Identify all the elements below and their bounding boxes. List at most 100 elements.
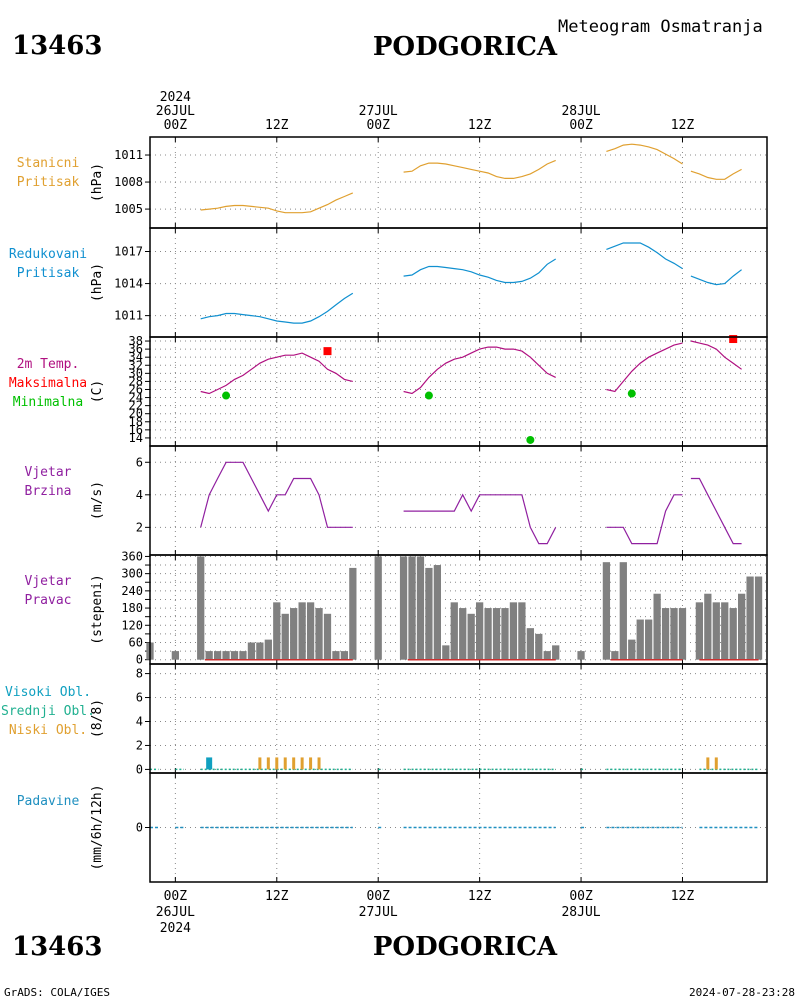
series-line: [403, 346, 556, 395]
panel-label-line: Brzina: [25, 484, 72, 499]
series-line: [403, 258, 557, 284]
y-tick-label: 8: [136, 667, 143, 681]
meteogram-subtitle: Meteogram Osmatranja: [558, 17, 763, 37]
y-tick-label: 180: [121, 601, 143, 615]
series-line: [200, 292, 354, 324]
wind-direction-bar: [467, 613, 475, 660]
y-tick-label: 14: [129, 431, 143, 445]
bottom-time-label: 26JUL: [156, 905, 195, 920]
series-line: [606, 143, 683, 165]
wind-direction-bar: [552, 645, 560, 660]
tmin-marker: [222, 391, 231, 400]
y-tick-label: 28: [129, 374, 143, 388]
y-tick-label: 30: [129, 366, 143, 380]
low-cloud-bar: [714, 757, 718, 770]
wind-direction-bar: [171, 651, 179, 660]
y-axis-label: (8/8): [90, 699, 105, 738]
y-tick-label: 1011: [114, 148, 143, 162]
y-tick-label: 32: [129, 358, 143, 372]
low-cloud-bar: [275, 757, 279, 770]
series-line: [690, 168, 742, 180]
series-line: [606, 342, 683, 393]
top-time-label: 26JUL: [156, 104, 195, 119]
y-tick-label: 4: [136, 714, 143, 728]
series-line: [690, 269, 742, 286]
wind-direction-bar: [315, 608, 323, 660]
wind-direction-bar: [501, 608, 509, 660]
wind-direction-bar: [416, 556, 425, 660]
y-tick-label: 0: [136, 762, 143, 776]
y-tick-label: 16: [129, 423, 143, 437]
wind-direction-bar: [484, 608, 492, 660]
wind-direction-bar: [459, 608, 467, 660]
bottom-time-label: 28JUL: [561, 905, 600, 920]
wind-direction-bar: [323, 613, 332, 660]
y-tick-label: 2: [136, 520, 143, 534]
wind-direction-bar: [746, 576, 754, 660]
wind-direction-bar: [670, 608, 678, 660]
wind-direction-bar: [281, 613, 289, 660]
panel-label-line: Pravac: [25, 593, 72, 608]
wind-direction-bar: [619, 562, 627, 660]
wind-direction-bar: [425, 567, 433, 660]
station-name-top: PODGORICA: [373, 32, 558, 62]
tmax-marker: [323, 347, 332, 356]
bottom-time-label: 12Z: [671, 889, 695, 904]
wind-direction-bar: [239, 651, 247, 660]
y-tick-label: 38: [129, 334, 143, 348]
y-axis-label: (C): [90, 380, 105, 403]
wind-direction-bar: [543, 651, 551, 660]
wind-direction-bar: [492, 608, 501, 660]
panel-frame: [149, 136, 768, 229]
series-line: [403, 159, 556, 179]
y-tick-label: 0: [136, 653, 143, 667]
wind-direction-bar: [653, 593, 661, 660]
panel-frame: [149, 772, 768, 883]
wind-direction-bar: [636, 619, 644, 660]
panel-label-line: Redukovani: [9, 247, 87, 262]
wind-direction-bar: [442, 645, 450, 660]
panel-label-line: Maksimalna: [9, 376, 87, 391]
panel-label-line: Visoki Obl.: [5, 685, 91, 700]
wind-direction-bar: [518, 602, 526, 660]
wind-direction-bar: [197, 556, 205, 660]
wind-direction-bar: [509, 602, 518, 660]
wind-direction-bar: [704, 593, 712, 660]
tmin-marker: [627, 389, 636, 398]
wind-direction-bar: [256, 642, 264, 660]
station-name-bottom: PODGORICA: [373, 932, 558, 962]
wind-direction-bar: [222, 651, 230, 660]
y-tick-label: 1011: [114, 309, 143, 323]
series-line: [200, 192, 354, 214]
wind-direction-bar: [273, 602, 281, 660]
low-cloud-bar: [266, 757, 270, 770]
tmin-marker: [526, 435, 535, 444]
y-tick-label: 1008: [114, 175, 143, 189]
bottom-time-label: 2024: [160, 921, 191, 936]
wind-direction-bar: [475, 602, 484, 660]
top-time-label: 27JUL: [359, 104, 398, 119]
wind-direction-bar: [526, 628, 534, 660]
bottom-time-label: 27JUL: [359, 905, 398, 920]
series-line: [403, 493, 557, 545]
wind-direction-bar: [729, 608, 737, 660]
wind-direction-bar: [408, 556, 416, 660]
panel-label-line: Niski Obl.: [9, 723, 87, 738]
panel-frame: [149, 336, 768, 447]
top-time-label: 28JUL: [561, 104, 600, 119]
y-axis-label: (m/s): [90, 481, 105, 520]
station-id-top: 13463: [12, 31, 102, 61]
top-time-label: 12Z: [265, 118, 289, 133]
y-tick-label: 6: [136, 691, 143, 705]
y-tick-label: 1014: [114, 277, 143, 291]
wind-direction-bar: [306, 602, 315, 660]
wind-direction-bar: [738, 593, 746, 660]
wind-direction-bar: [213, 651, 222, 660]
y-tick-label: 4: [136, 488, 143, 502]
wind-direction-bar: [645, 619, 653, 660]
y-tick-label: 2: [136, 738, 143, 752]
y-axis-label: (hPa): [90, 263, 105, 302]
wind-direction-bar: [661, 608, 670, 660]
